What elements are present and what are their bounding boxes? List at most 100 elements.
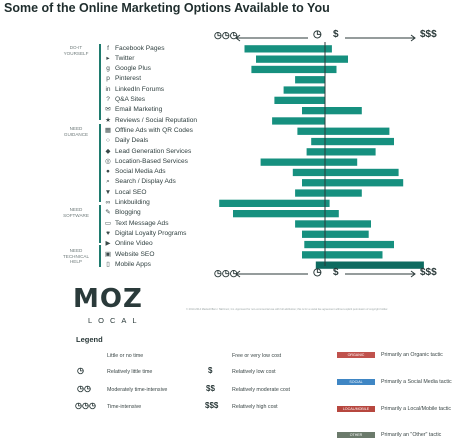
- category-row: ◆ Lead Generation Services: [104, 147, 192, 157]
- category-label: Local SEO: [115, 188, 147, 196]
- legend-other-label: Primarily an "Other" tactic: [381, 432, 442, 438]
- category-label: Twitter: [115, 54, 135, 62]
- bar-offline-ads-with-qr-codes: [297, 127, 390, 135]
- location-icon: ◎: [105, 157, 111, 165]
- legend-organic-label: Primarily an Organic tactic: [381, 352, 443, 358]
- group-bar-guidance: [99, 124, 101, 202]
- bar-blogging: [233, 210, 339, 218]
- category-label: Linkbuilding: [115, 199, 150, 206]
- badge-local-mobile: LOCAL/MOBILE: [337, 406, 375, 412]
- email-icon: ✉: [105, 106, 111, 114]
- qr-code-icon: ▦: [104, 126, 112, 134]
- group-label-guidance: NEED GUIDANCE: [63, 126, 89, 137]
- category-label: Mobile Apps: [115, 260, 151, 268]
- legend-cost-3-icon: $$$: [205, 401, 219, 410]
- legend-time-2-label: Moderately time-intensive: [107, 387, 168, 393]
- bar-search-display-ads: [302, 179, 404, 187]
- bar-reviews-social-reputation: [272, 117, 325, 125]
- legend-time-3-label: Time-intensive: [107, 404, 142, 410]
- group-label-diy: DO-IT YOURSELF: [63, 45, 89, 56]
- category-row: ○ Daily Deals: [104, 136, 148, 146]
- lead-gen-icon: ◆: [105, 147, 111, 155]
- category-label: Digital Loyalty Programs: [115, 229, 187, 237]
- category-row: ✉ Email Marketing: [104, 105, 162, 115]
- group-label-software: NEED SOFTWARE: [63, 207, 89, 218]
- legend-local-mobile-label: Primarily a Local/Mobile tactic: [381, 406, 452, 412]
- bar-digital-loyalty-programs: [302, 230, 369, 238]
- legend-cost-2-label: Relatively moderate cost: [232, 387, 290, 393]
- bar-daily-deals: [311, 137, 394, 146]
- bar-facebook-pages: [244, 45, 332, 53]
- local-seo-icon: ▼: [104, 188, 112, 196]
- bar-mobile-apps: [315, 261, 424, 269]
- text-message-icon: ▭: [104, 219, 112, 227]
- video-icon: ▶: [105, 240, 111, 248]
- cost-marker-top-icon: $: [333, 29, 339, 40]
- category-row: g Google Plus: [104, 64, 151, 74]
- category-row: ? Q&A Sites: [104, 95, 145, 105]
- axis-bottom: [235, 270, 416, 278]
- cost-high-top-icon: $$$: [420, 29, 437, 40]
- group-bar-diy: [99, 44, 101, 120]
- legend-cost-header: Free or very low cost: [232, 353, 282, 359]
- bar-website-seo: [302, 251, 383, 259]
- bar-lead-generation-services: [306, 148, 376, 156]
- category-label: Facebook Pages: [115, 44, 165, 52]
- cost-high-bottom-icon: $$$: [420, 267, 437, 278]
- category-label: Daily Deals: [115, 137, 149, 145]
- category-label: Location-Based Services: [115, 157, 188, 165]
- bar-location-based-services: [260, 158, 358, 166]
- category-row: ▶ Online Video: [104, 239, 153, 249]
- twitter-icon: ▸: [106, 54, 110, 62]
- legend-time-3-icon: ◷◷◷: [75, 401, 96, 410]
- category-row: in LinkedIn Forums: [104, 85, 164, 95]
- bar-local-seo: [295, 189, 362, 197]
- category-label: Google Plus: [115, 65, 151, 73]
- category-label: Text Message Ads: [115, 219, 169, 227]
- time-high-top-icon: ◷◷◷: [214, 30, 238, 40]
- legend-time-header: Little or no time: [107, 353, 144, 359]
- category-label: Offline Ads with QR Codes: [115, 126, 193, 134]
- category-row: ⌕ Search / Display Ads: [104, 177, 176, 187]
- bar-linkedin-forums: [283, 86, 325, 94]
- legend-title: Legend: [76, 335, 103, 344]
- legend-time-2-icon: ◷◷: [77, 384, 91, 393]
- bar-email-marketing: [302, 107, 362, 115]
- website-icon: ▣: [104, 250, 112, 258]
- legend-cost-2-icon: $$: [206, 384, 215, 393]
- badge-organic: ORGANIC: [337, 352, 375, 358]
- category-row: ● Social Media Ads: [104, 167, 166, 177]
- bar-linkbuilding: [219, 199, 330, 207]
- bar-online-video: [304, 240, 394, 249]
- bar-google-plus: [251, 65, 337, 74]
- cost-marker-bottom-icon: $: [333, 267, 339, 278]
- category-row: ▯ Mobile Apps: [104, 260, 151, 270]
- category-label: Pinterest: [115, 75, 142, 83]
- daily-deals-icon: ○: [106, 137, 110, 145]
- axis-top: [235, 34, 416, 42]
- search-icon: ⌕: [106, 178, 110, 186]
- bar-social-media-ads: [292, 168, 399, 177]
- blog-icon: ✎: [105, 209, 111, 217]
- legend-social-label: Primarily a Social Media tactic: [381, 379, 452, 385]
- reviews-icon: ★: [105, 116, 111, 124]
- category-row: ▸ Twitter: [104, 54, 134, 64]
- page-title: Some of the Online Marketing Options Ava…: [4, 1, 330, 15]
- mobile-icon: ▯: [106, 260, 110, 268]
- group-bar-technical: [99, 245, 101, 267]
- social-ads-icon: ●: [106, 168, 110, 176]
- link-icon: ∞: [105, 199, 111, 206]
- category-label: Q&A Sites: [115, 96, 146, 103]
- bar-twitter: [256, 55, 348, 63]
- category-row: ▼ Local SEO: [104, 188, 147, 198]
- group-label-technical: NEED TECHNICAL HELP: [62, 248, 90, 265]
- category-row: ✎ Blogging: [104, 208, 141, 218]
- category-row: ▣ Website SEO: [104, 250, 155, 260]
- category-label: Blogging: [115, 209, 141, 217]
- legend-time-1-icon: ◷: [77, 366, 84, 375]
- google-plus-icon: g: [106, 65, 110, 73]
- category-label: Search / Display Ads: [115, 178, 176, 186]
- time-marker-top-icon: ◷: [313, 29, 322, 40]
- category-row: ◎ Location-Based Services: [104, 157, 188, 167]
- category-row: ♥ Digital Loyalty Programs: [104, 229, 186, 239]
